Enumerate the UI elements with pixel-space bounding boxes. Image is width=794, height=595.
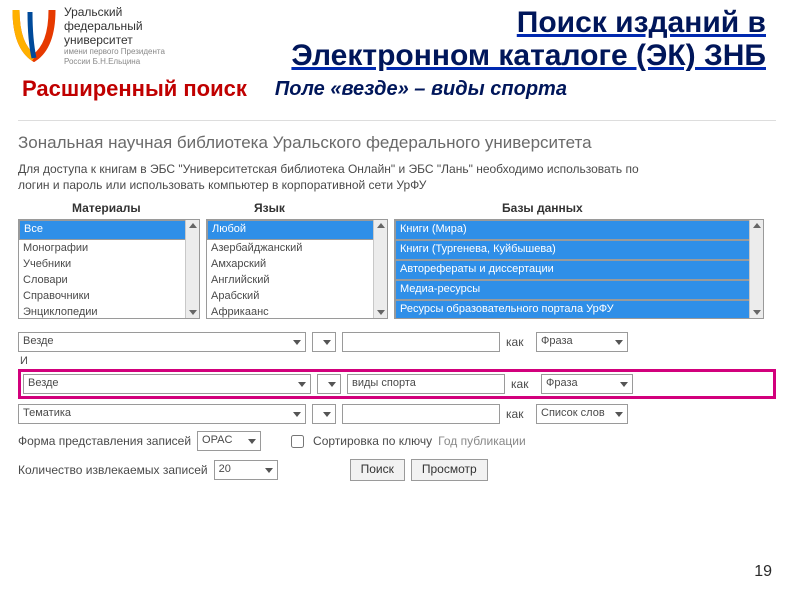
materials-listbox[interactable]: Все Монографии Учебники Словари Справочн…: [18, 219, 200, 319]
logo-line1: Уральский: [64, 6, 165, 20]
catalog-screenshot: Зональная научная библиотека Уральского …: [18, 120, 776, 485]
as-label: как: [506, 335, 530, 349]
repr-label: Форма представления записей: [18, 434, 191, 448]
and-label: И: [18, 355, 776, 367]
list-item[interactable]: Энциклопедии: [19, 304, 199, 319]
search-row-1: Везде как Фраза: [18, 329, 776, 355]
preview-button[interactable]: Просмотр: [411, 459, 488, 481]
field-select[interactable]: Везде: [23, 374, 311, 394]
field-select[interactable]: Везде: [18, 332, 306, 352]
search-button[interactable]: Поиск: [350, 459, 405, 481]
logo-sub1: имени первого Президента: [64, 47, 165, 56]
list-item[interactable]: Словари: [19, 272, 199, 288]
as-label: как: [506, 407, 530, 421]
sort-checkbox[interactable]: [291, 435, 304, 448]
highlighted-search-row: Везде виды спорта как Фраза: [18, 369, 776, 399]
university-logo: Уральский федеральный университет имени …: [10, 6, 190, 66]
value-input[interactable]: виды спорта: [347, 374, 505, 394]
list-item[interactable]: Справочники: [19, 288, 199, 304]
list-item[interactable]: Монографии: [19, 240, 199, 256]
list-item[interactable]: Авторефераты и диссертации: [395, 260, 763, 280]
databases-listbox[interactable]: Книги (Мира) Книги (Тургенева, Куйбышева…: [394, 219, 764, 319]
library-intro: Для доступа к книгам в ЭБС "Университетс…: [18, 161, 776, 199]
repr-select[interactable]: OPAC: [197, 431, 261, 451]
col-databases: Базы данных: [392, 201, 776, 215]
page-number: 19: [754, 563, 772, 581]
sort-label: Сортировка по ключу: [313, 434, 432, 448]
value-input[interactable]: [342, 404, 500, 424]
as-select[interactable]: Фраза: [541, 374, 633, 394]
slide-title: Поиск изданий в Электронном каталоге (ЭК…: [190, 6, 766, 72]
scrollbar[interactable]: [185, 220, 199, 318]
count-select[interactable]: 20: [214, 460, 278, 480]
list-item[interactable]: Книги (Мира): [395, 220, 763, 240]
language-listbox[interactable]: Любой Азербайджанский Амхарский Английск…: [206, 219, 388, 319]
scrollbar[interactable]: [373, 220, 387, 318]
logo-line2: федеральный: [64, 20, 165, 34]
list-item[interactable]: Африкаанс: [207, 304, 387, 319]
list-item[interactable]: Любой: [207, 220, 387, 240]
list-item[interactable]: Книги (Тургенева, Куйбышева): [395, 240, 763, 260]
logo-sub2: России Б.Н.Ельцина: [64, 57, 165, 66]
urfu-logo-icon: [10, 6, 58, 62]
as-select[interactable]: Список слов: [536, 404, 628, 424]
list-item[interactable]: Английский: [207, 272, 387, 288]
scrollbar[interactable]: [749, 220, 763, 318]
operator-select[interactable]: [317, 374, 341, 394]
col-materials: Материалы: [18, 201, 206, 215]
field-select[interactable]: Тематика: [18, 404, 306, 424]
list-item[interactable]: Амхарский: [207, 256, 387, 272]
list-item[interactable]: Учебники: [19, 256, 199, 272]
list-item[interactable]: Ресурсы образовательного портала УрФУ: [395, 300, 763, 319]
value-input[interactable]: [342, 332, 500, 352]
operator-select[interactable]: [312, 404, 336, 424]
list-item[interactable]: Медиа-ресурсы: [395, 280, 763, 300]
listbox-headers: Материалы Язык Базы данных: [18, 199, 776, 219]
count-label: Количество извлекаемых записей: [18, 463, 208, 477]
library-title: Зональная научная библиотека Уральского …: [18, 121, 776, 161]
col-language: Язык: [206, 201, 392, 215]
as-label: как: [511, 377, 535, 391]
as-select[interactable]: Фраза: [536, 332, 628, 352]
logo-line3: университет: [64, 34, 165, 48]
list-item[interactable]: Азербайджанский: [207, 240, 387, 256]
operator-select[interactable]: [312, 332, 336, 352]
search-row-3: Тематика как Список слов: [18, 401, 776, 427]
subtitle-right: Поле «везде» – виды спорта: [275, 78, 567, 101]
list-item[interactable]: Арабский: [207, 288, 387, 304]
list-item[interactable]: Все: [19, 220, 199, 240]
subtitle-left: Расширенный поиск: [22, 76, 247, 102]
sort-value: Год публикации: [438, 434, 526, 448]
